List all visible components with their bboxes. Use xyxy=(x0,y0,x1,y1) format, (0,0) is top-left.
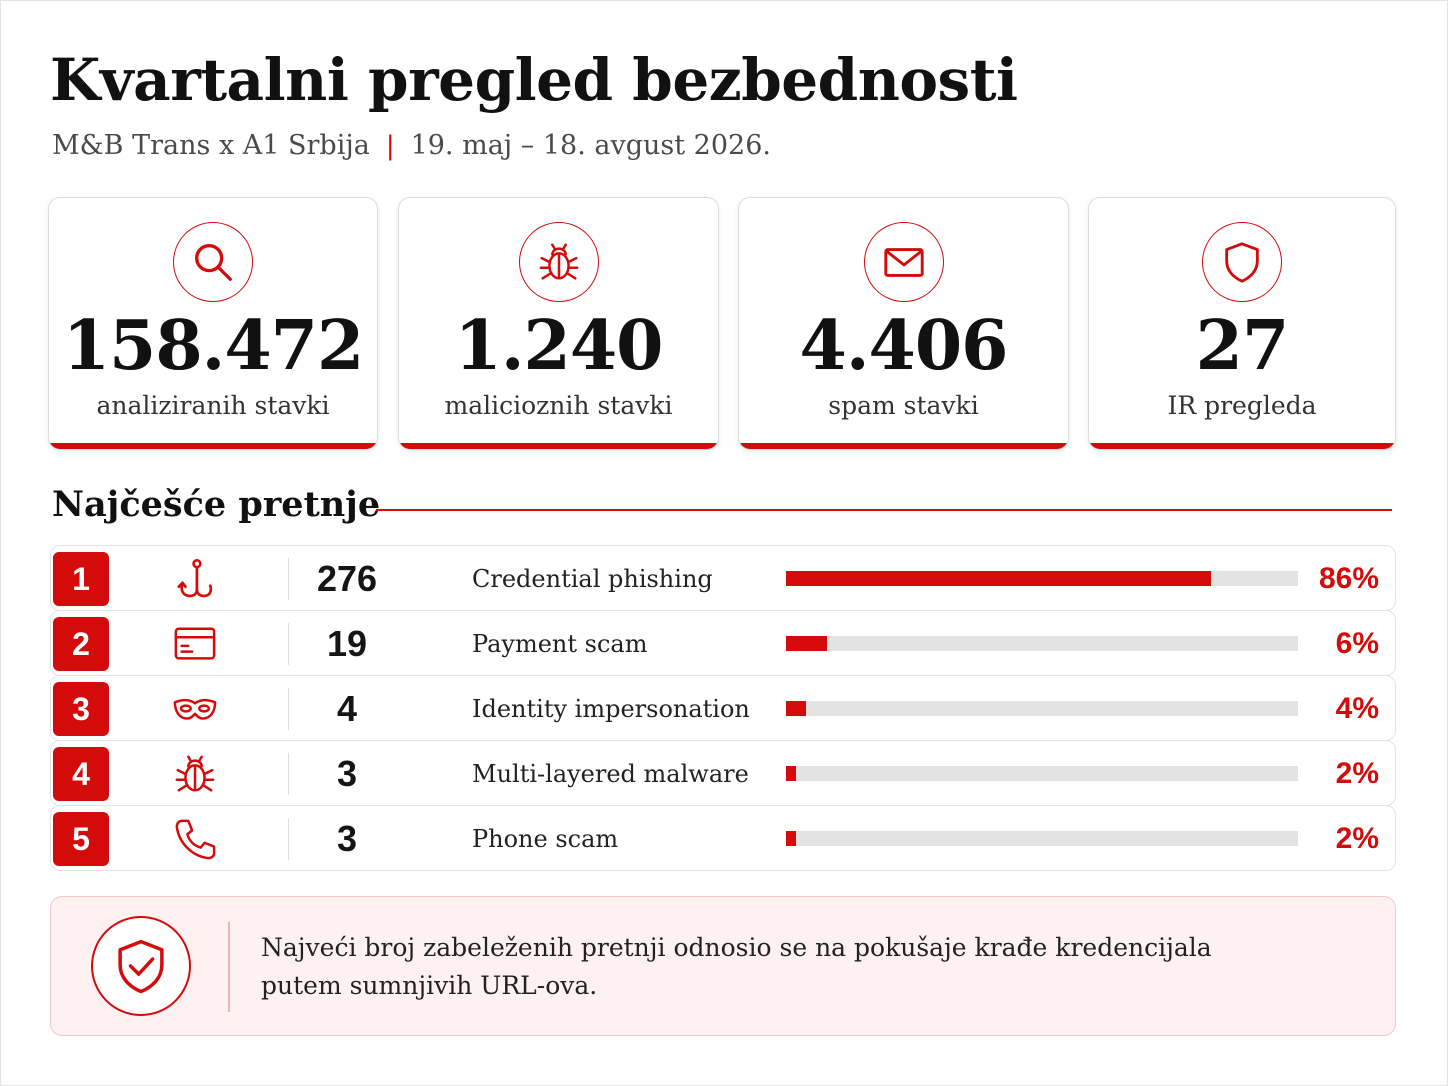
threat-bar-track xyxy=(786,636,1298,651)
callout-divider xyxy=(228,922,230,1012)
threat-bar-fill xyxy=(786,636,827,651)
threat-row: 3 4 Identity impersonation 4% xyxy=(50,675,1396,741)
stat-card-ir: 27 IR pregleda xyxy=(1088,197,1396,450)
stat-label: IR pregleda xyxy=(1167,391,1317,420)
threat-count: 19 xyxy=(326,623,368,664)
threat-percent: 2% xyxy=(1335,822,1379,855)
stat-value: 27 xyxy=(1195,306,1290,386)
stat-label: spam stavki xyxy=(828,391,979,420)
page-subtitle: M&B Trans x A1 Srbija | 19. maj – 18. av… xyxy=(52,130,771,161)
threat-count: 3 xyxy=(336,753,358,794)
threat-name: Phone scam xyxy=(472,825,619,853)
threat-bar-fill xyxy=(786,766,797,781)
callout-line: Najveći broj zabeleženih pretnji odnosio… xyxy=(261,933,1212,962)
threat-count: 4 xyxy=(336,688,358,729)
threat-row: 4 3 Multi-layered malware 2% xyxy=(50,740,1396,806)
threat-bar-fill xyxy=(786,701,807,716)
threat-name: Payment scam xyxy=(472,630,648,658)
callout-line: putem sumnjivih URL-ova. xyxy=(261,971,598,1000)
threat-name: Multi-layered malware xyxy=(472,760,749,788)
threat-percent: 6% xyxy=(1335,627,1379,660)
rank-badge: 1 xyxy=(53,552,109,606)
report-period: 19. maj – 18. avgust 2026. xyxy=(410,130,771,161)
rank-badge: 2 xyxy=(53,617,109,671)
stat-label: malicioznih stavki xyxy=(444,391,673,420)
threat-percent: 4% xyxy=(1335,692,1379,725)
row-divider xyxy=(288,753,289,795)
mask-icon xyxy=(171,687,219,731)
threat-bar-track xyxy=(786,571,1298,586)
stat-card-malicious: 1.240 malicioznih stavki xyxy=(398,197,719,450)
threat-count: 3 xyxy=(336,818,358,859)
rank-badge: 4 xyxy=(53,747,109,801)
stat-value: 158.472 xyxy=(62,306,365,386)
stat-card-spam: 4.406 spam stavki xyxy=(738,197,1069,450)
envelope-icon xyxy=(863,222,944,302)
row-divider xyxy=(288,623,289,665)
threat-name: Identity impersonation xyxy=(472,695,750,723)
row-divider xyxy=(288,818,289,860)
org-name: M&B Trans x A1 Srbija xyxy=(52,130,370,161)
threat-bar-track xyxy=(786,831,1298,846)
threat-row: 5 3 Phone scam 2% xyxy=(50,805,1396,871)
summary-callout: Najveći broj zabeleženih pretnji odnosio… xyxy=(50,896,1396,1036)
search-icon xyxy=(173,222,253,302)
threat-name: Credential phishing xyxy=(472,565,713,593)
hook-icon xyxy=(171,557,219,601)
phone-icon xyxy=(171,817,219,861)
threat-count: 276 xyxy=(316,558,378,599)
subtitle-separator: | xyxy=(385,130,395,161)
threat-bar-track xyxy=(786,766,1298,781)
bug-icon xyxy=(171,752,219,796)
threat-row: 1 276 Credential phishing 86% xyxy=(50,545,1396,611)
threat-bar-fill xyxy=(786,571,1211,586)
bug-icon xyxy=(518,222,599,302)
section-divider xyxy=(376,509,1392,511)
stat-label: analiziranih stavki xyxy=(96,391,330,420)
shield-check-icon xyxy=(91,916,191,1016)
threat-percent: 86% xyxy=(1318,562,1379,595)
rank-badge: 3 xyxy=(53,682,109,736)
threat-percent: 2% xyxy=(1335,757,1379,790)
card-icon xyxy=(171,622,219,666)
stats-cards: 158.472 analiziranih stavki 1.240 malici… xyxy=(48,197,1396,450)
callout-text: Najveći broj zabeleženih pretnji odnosio… xyxy=(261,929,1261,1005)
threat-row: 2 19 Payment scam 6% xyxy=(50,610,1396,676)
rank-badge: 5 xyxy=(53,812,109,866)
stat-card-analyzed: 158.472 analiziranih stavki xyxy=(48,197,378,450)
shield-icon xyxy=(1202,222,1282,302)
threats-section-title: Najčešće pretnje xyxy=(52,484,381,525)
row-divider xyxy=(288,688,289,730)
stat-value: 4.406 xyxy=(799,306,1009,386)
threat-bar-fill xyxy=(786,831,797,846)
threat-bar-track xyxy=(786,701,1298,716)
page-title: Kvartalni pregled bezbednosti xyxy=(50,46,1018,114)
row-divider xyxy=(288,558,289,600)
stat-value: 1.240 xyxy=(454,306,664,386)
